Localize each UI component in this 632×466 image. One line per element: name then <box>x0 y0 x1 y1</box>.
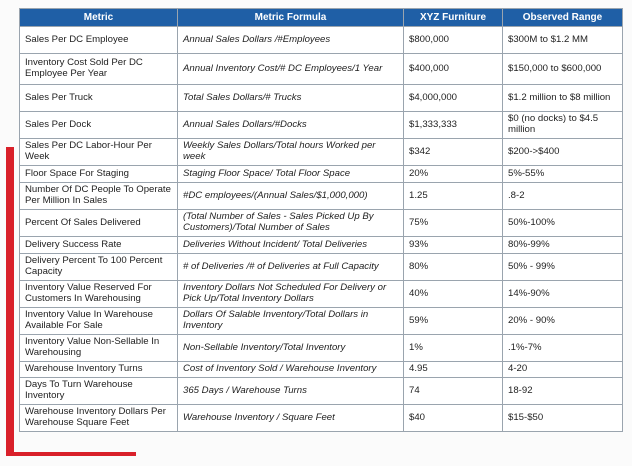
metric-cell: Sales Per DC Labor-Hour Per Week <box>19 138 178 166</box>
metrics-table: Metric Metric Formula XYZ Furniture Obse… <box>19 8 623 432</box>
range-cell: $15-$50 <box>502 404 623 432</box>
table-row: Inventory Value Reserved For Customers I… <box>19 280 623 308</box>
range-cell: .1%-7% <box>502 334 623 362</box>
xyz-value-cell: 75% <box>403 209 503 237</box>
table-row: Inventory Value In Warehouse Available F… <box>19 307 623 335</box>
formula-cell: Inventory Dollars Not Scheduled For Deli… <box>177 280 404 308</box>
formula-cell: Weekly Sales Dollars/Total hours Worked … <box>177 138 404 166</box>
metric-cell: Inventory Cost Sold Per DC Employee Per … <box>19 53 178 85</box>
table-row: Percent Of Sales Delivered (Total Number… <box>19 209 623 237</box>
xyz-value-cell: $800,000 <box>403 26 503 54</box>
xyz-value-cell: 93% <box>403 236 503 254</box>
xyz-value-cell: 40% <box>403 280 503 308</box>
table-row: Sales Per Dock Annual Sales Dollars/#Doc… <box>19 111 623 139</box>
table-row: Number Of DC People To Operate Per Milli… <box>19 182 623 210</box>
metric-cell: Sales Per DC Employee <box>19 26 178 54</box>
range-cell: 4-20 <box>502 361 623 378</box>
range-cell: $200->$400 <box>502 138 623 166</box>
xyz-value-cell: 20% <box>403 165 503 183</box>
metric-cell: Number Of DC People To Operate Per Milli… <box>19 182 178 210</box>
xyz-value-cell: 1.25 <box>403 182 503 210</box>
red-accent-bar <box>6 147 14 456</box>
table-row: Delivery Success Rate Deliveries Without… <box>19 236 623 254</box>
range-cell: 18-92 <box>502 377 623 405</box>
table-row: Inventory Value Non-Sellable In Warehous… <box>19 334 623 362</box>
range-cell: $300M to $1.2 MM <box>502 26 623 54</box>
formula-cell: (Total Number of Sales - Sales Picked Up… <box>177 209 404 237</box>
metric-cell: Floor Space For Staging <box>19 165 178 183</box>
table-row: Days To Turn Warehouse Inventory 365 Day… <box>19 377 623 405</box>
formula-cell: Cost of Inventory Sold / Warehouse Inven… <box>177 361 404 378</box>
formula-cell: # of Deliveries /# of Deliveries at Full… <box>177 253 404 281</box>
range-cell: 14%-90% <box>502 280 623 308</box>
header-xyz-furniture: XYZ Furniture <box>403 8 503 27</box>
metric-cell: Warehouse Inventory Dollars Per Warehous… <box>19 404 178 432</box>
formula-cell: Total Sales Dollars/# Trucks <box>177 84 404 112</box>
metric-cell: Days To Turn Warehouse Inventory <box>19 377 178 405</box>
metric-cell: Delivery Success Rate <box>19 236 178 254</box>
metric-cell: Warehouse Inventory Turns <box>19 361 178 378</box>
table-header-row: Metric Metric Formula XYZ Furniture Obse… <box>19 8 623 27</box>
red-accent-underline <box>6 452 136 456</box>
table-row: Inventory Cost Sold Per DC Employee Per … <box>19 53 623 85</box>
table-row: Sales Per DC Labor-Hour Per Week Weekly … <box>19 138 623 166</box>
formula-cell: Annual Sales Dollars/#Docks <box>177 111 404 139</box>
xyz-value-cell: $342 <box>403 138 503 166</box>
table-row: Warehouse Inventory Turns Cost of Invent… <box>19 361 623 378</box>
formula-cell: Dollars Of Salable Inventory/Total Dolla… <box>177 307 404 335</box>
header-metric: Metric <box>19 8 178 27</box>
table-row: Delivery Percent To 100 Percent Capacity… <box>19 253 623 281</box>
range-cell: 80%-99% <box>502 236 623 254</box>
range-cell: 20% - 90% <box>502 307 623 335</box>
formula-cell: Staging Floor Space/ Total Floor Space <box>177 165 404 183</box>
xyz-value-cell: $40 <box>403 404 503 432</box>
table-row: Sales Per Truck Total Sales Dollars/# Tr… <box>19 84 623 112</box>
formula-cell: Warehouse Inventory / Square Feet <box>177 404 404 432</box>
xyz-value-cell: $400,000 <box>403 53 503 85</box>
range-cell: 50%-100% <box>502 209 623 237</box>
formula-cell: 365 Days / Warehouse Turns <box>177 377 404 405</box>
range-cell: $0 (no docks) to $4.5 million <box>502 111 623 139</box>
formula-cell: #DC employees/(Annual Sales/$1,000,000) <box>177 182 404 210</box>
formula-cell: Deliveries Without Incident/ Total Deliv… <box>177 236 404 254</box>
range-cell: $1.2 million to $8 million <box>502 84 623 112</box>
header-metric-formula: Metric Formula <box>177 8 404 27</box>
metric-cell: Sales Per Dock <box>19 111 178 139</box>
formula-cell: Non-Sellable Inventory/Total Inventory <box>177 334 404 362</box>
table-row: Floor Space For Staging Staging Floor Sp… <box>19 165 623 183</box>
xyz-value-cell: 74 <box>403 377 503 405</box>
table-row: Sales Per DC Employee Annual Sales Dolla… <box>19 26 623 54</box>
range-cell: 5%-55% <box>502 165 623 183</box>
metric-cell: Percent Of Sales Delivered <box>19 209 178 237</box>
xyz-value-cell: 80% <box>403 253 503 281</box>
header-observed-range: Observed Range <box>502 8 623 27</box>
xyz-value-cell: 4.95 <box>403 361 503 378</box>
range-cell: .8-2 <box>502 182 623 210</box>
formula-cell: Annual Inventory Cost/# DC Employees/1 Y… <box>177 53 404 85</box>
range-cell: 50% - 99% <box>502 253 623 281</box>
xyz-value-cell: $4,000,000 <box>403 84 503 112</box>
xyz-value-cell: 1% <box>403 334 503 362</box>
range-cell: $150,000 to $600,000 <box>502 53 623 85</box>
metric-cell: Inventory Value Non-Sellable In Warehous… <box>19 334 178 362</box>
table-row: Warehouse Inventory Dollars Per Warehous… <box>19 404 623 432</box>
metric-cell: Inventory Value In Warehouse Available F… <box>19 307 178 335</box>
metric-cell: Delivery Percent To 100 Percent Capacity <box>19 253 178 281</box>
metric-cell: Sales Per Truck <box>19 84 178 112</box>
xyz-value-cell: $1,333,333 <box>403 111 503 139</box>
xyz-value-cell: 59% <box>403 307 503 335</box>
metric-cell: Inventory Value Reserved For Customers I… <box>19 280 178 308</box>
formula-cell: Annual Sales Dollars /#Employees <box>177 26 404 54</box>
